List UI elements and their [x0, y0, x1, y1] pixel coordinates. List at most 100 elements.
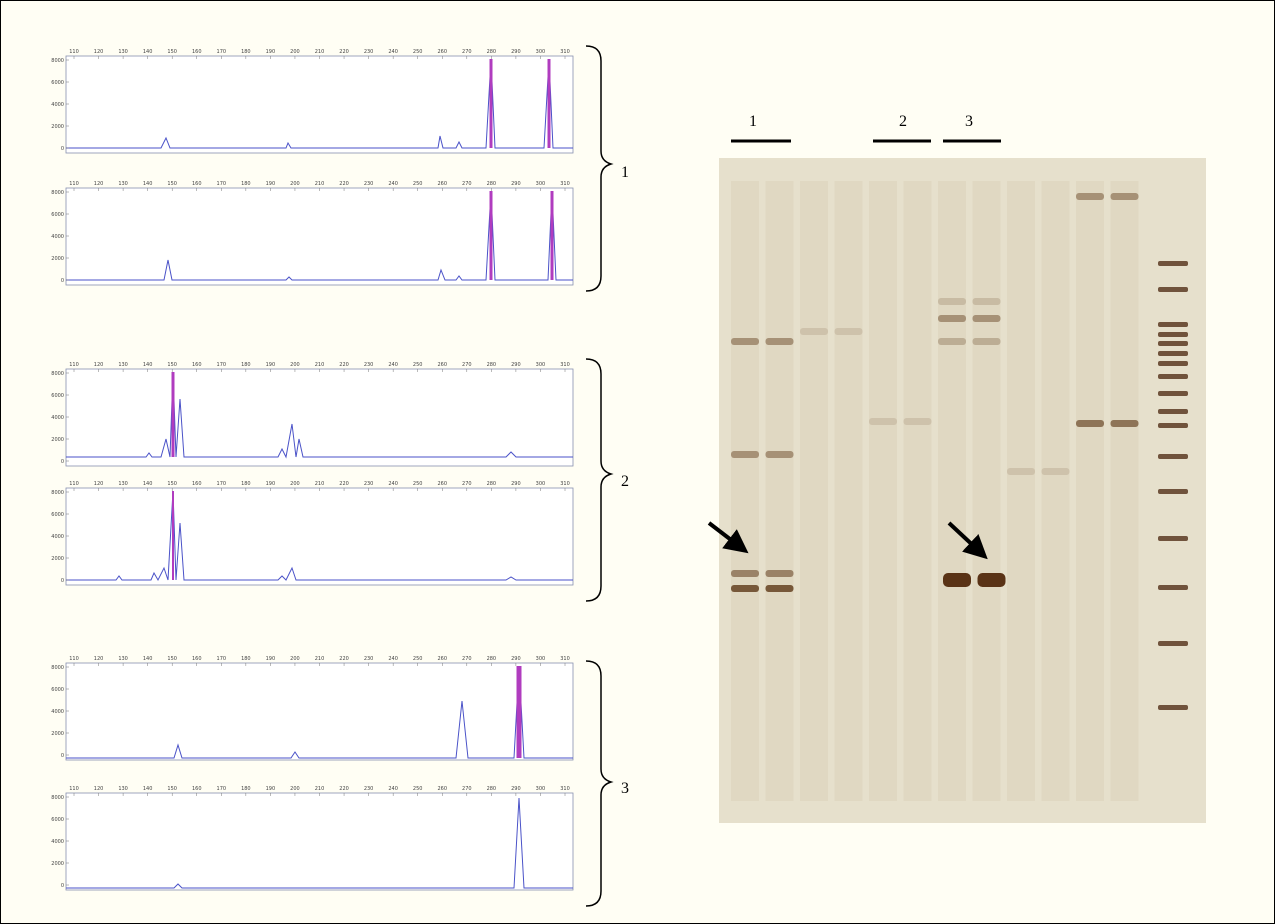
y-tick-label: 6000	[51, 687, 64, 693]
ladder-band	[1158, 391, 1188, 396]
band	[938, 315, 966, 322]
y-tick-label: 8000	[51, 58, 64, 64]
x-tick-label: 170	[217, 49, 227, 55]
x-tick-label: 210	[315, 181, 325, 187]
x-tick-label: 250	[413, 786, 423, 792]
band	[904, 418, 932, 425]
x-tick-label: 150	[167, 481, 177, 487]
band	[973, 315, 1001, 322]
x-tick-label: 170	[217, 656, 227, 662]
x-tick-label: 150	[167, 656, 177, 662]
lane	[731, 181, 759, 801]
x-tick-label: 170	[217, 786, 227, 792]
y-tick-label: 6000	[51, 393, 64, 399]
x-tick-label: 310	[560, 362, 570, 368]
lane	[766, 181, 794, 801]
band	[973, 338, 1001, 345]
x-tick-label: 280	[487, 656, 497, 662]
x-tick-label: 120	[94, 181, 104, 187]
group-label: 3	[621, 780, 629, 797]
lane	[800, 181, 828, 801]
band	[1076, 420, 1104, 427]
ladder-band	[1158, 409, 1188, 414]
x-tick-label: 190	[266, 786, 276, 792]
group-label: 1	[621, 164, 629, 181]
band	[1111, 193, 1139, 200]
x-tick-label: 160	[192, 786, 202, 792]
x-tick-label: 220	[339, 49, 349, 55]
x-tick-label: 280	[487, 49, 497, 55]
x-tick-label: 210	[315, 362, 325, 368]
y-tick-label: 8000	[51, 665, 64, 671]
plot-frame	[66, 188, 573, 285]
x-tick-label: 180	[241, 49, 251, 55]
x-tick-label: 240	[388, 49, 398, 55]
y-tick-label: 0	[61, 578, 64, 584]
lane	[1111, 181, 1139, 801]
ladder-band	[1158, 351, 1188, 356]
x-tick-label: 170	[217, 181, 227, 187]
x-tick-label: 180	[241, 362, 251, 368]
y-tick-label: 8000	[51, 371, 64, 377]
x-tick-label: 200	[290, 786, 300, 792]
band	[1076, 193, 1104, 200]
y-tick-label: 0	[61, 753, 64, 759]
x-tick-label: 180	[241, 481, 251, 487]
y-tick-label: 8000	[51, 490, 64, 496]
band	[1007, 468, 1035, 475]
x-tick-label: 120	[94, 481, 104, 487]
ladder-band	[1158, 374, 1188, 379]
ladder-band	[1158, 322, 1188, 327]
figure-canvas: 1101201301401501601701801902002102202302…	[1, 1, 1274, 923]
x-tick-label: 160	[192, 49, 202, 55]
x-tick-label: 270	[462, 362, 472, 368]
x-tick-label: 120	[94, 786, 104, 792]
ladder-band	[1158, 332, 1188, 337]
y-tick-label: 0	[61, 883, 64, 889]
x-tick-label: 150	[167, 49, 177, 55]
group-label: 2	[621, 473, 629, 490]
x-tick-label: 140	[143, 656, 153, 662]
band	[731, 338, 759, 345]
electropherograms: 110 120 130 140 150 160 170 180 190 200 210 220 230 2…	[51, 49, 573, 890]
x-tick-label: 240	[388, 181, 398, 187]
ladder-band	[1158, 287, 1188, 292]
y-tick-label: 2000	[51, 437, 64, 443]
ladder-band	[1158, 585, 1188, 590]
y-tick-label: 0	[61, 146, 64, 152]
x-tick-label: 280	[487, 362, 497, 368]
x-tick-label: 300	[536, 786, 546, 792]
x-tick-label: 220	[339, 362, 349, 368]
x-tick-label: 250	[413, 49, 423, 55]
x-tick-label: 150	[167, 362, 177, 368]
x-tick-label: 230	[364, 786, 374, 792]
x-tick-label: 200	[290, 181, 300, 187]
x-tick-label: 290	[511, 49, 521, 55]
band	[1111, 420, 1139, 427]
ladder-band	[1158, 536, 1188, 541]
x-tick-label: 290	[511, 656, 521, 662]
y-tick-label: 6000	[51, 80, 64, 86]
x-tick-label: 230	[364, 481, 374, 487]
y-tick-label: 2000	[51, 256, 64, 262]
y-tick-label: 6000	[51, 212, 64, 218]
x-tick-label: 180	[241, 786, 251, 792]
ladder-band	[1158, 705, 1188, 710]
x-tick-label: 130	[118, 786, 128, 792]
figure: 1101201301401501601701801902002102202302…	[0, 0, 1275, 924]
x-tick-label: 150	[167, 786, 177, 792]
x-tick-label: 270	[462, 49, 472, 55]
x-tick-label: 190	[266, 181, 276, 187]
x-tick-label: 110	[69, 656, 79, 662]
y-tick-label: 2000	[51, 124, 64, 130]
lane	[973, 181, 1001, 801]
x-tick-label: 110	[69, 362, 79, 368]
band	[766, 451, 794, 458]
x-tick-label: 220	[339, 656, 349, 662]
ladder-band	[1158, 341, 1188, 346]
x-tick-label: 230	[364, 362, 374, 368]
x-tick-label: 190	[266, 362, 276, 368]
x-tick-label: 310	[560, 49, 570, 55]
